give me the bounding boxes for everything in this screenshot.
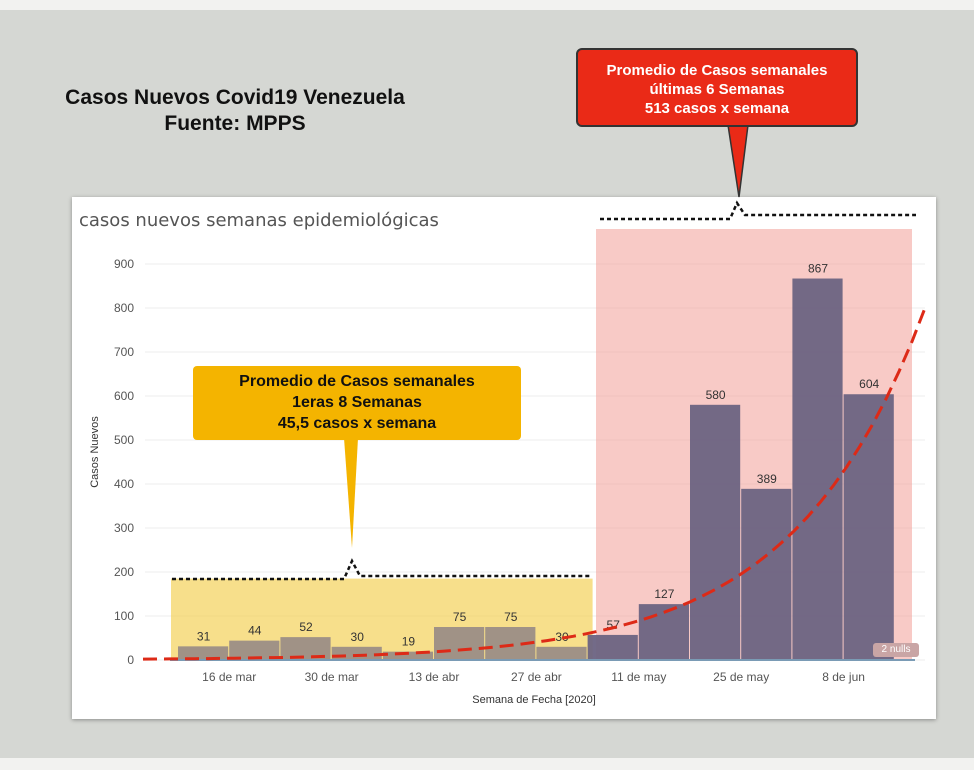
main-title-line1: Casos Nuevos Covid19 Venezuela <box>65 86 405 109</box>
bar <box>741 488 792 660</box>
bar-label: 19 <box>402 635 416 649</box>
x-tick-label: 25 de may <box>713 670 769 684</box>
callout-first-line3: 45,5 casos x semana <box>277 415 437 432</box>
x-tick-label: 11 de may <box>611 670 666 684</box>
bracket-last-weeks <box>600 200 916 221</box>
x-tick-label: 16 de mar <box>202 670 256 684</box>
y-tick-label: 600 <box>114 389 134 403</box>
x-axis-title: Semana de Fecha [2020] <box>472 694 596 706</box>
bar-label: 389 <box>757 472 777 486</box>
bar-label: 30 <box>351 630 365 644</box>
callout-last-line3: 513 casos x semana <box>644 100 790 117</box>
x-tick-label: 30 de mar <box>305 670 359 684</box>
bar <box>178 646 229 660</box>
y-tick-label: 200 <box>114 565 134 579</box>
bar <box>587 634 638 660</box>
bar-label: 44 <box>248 624 262 638</box>
bar <box>638 604 689 660</box>
bar <box>690 404 741 660</box>
bar <box>792 278 843 660</box>
bar <box>229 640 280 660</box>
callout-last-line1: Promedio de Casos semanales <box>606 62 828 79</box>
bar <box>434 627 485 660</box>
y-axis-title: Casos Nuevos <box>89 416 101 488</box>
y-tick-label: 500 <box>114 433 134 447</box>
callout-first-line2: 1eras 8 Semanas <box>292 394 422 411</box>
callout-last-weeks: Promedio de Casos semanales últimas 6 Se… <box>576 48 858 127</box>
callout-first-weeks: Promedio de Casos semanales 1eras 8 Sema… <box>193 366 521 440</box>
x-tick-label: 13 de abr <box>409 670 460 684</box>
y-tick-label: 0 <box>127 653 134 667</box>
y-tick-label: 800 <box>114 301 134 315</box>
bar <box>382 651 433 660</box>
bar <box>280 637 331 660</box>
bar-label: 75 <box>504 610 518 624</box>
bar-label: 580 <box>706 388 726 402</box>
y-tick-label: 300 <box>114 521 134 535</box>
bar-label: 31 <box>197 629 211 643</box>
bar-label: 127 <box>654 587 674 601</box>
bracket-first-weeks <box>172 558 592 581</box>
y-tick-label: 100 <box>114 609 134 623</box>
x-tick-label: 27 de abr <box>511 670 562 684</box>
nulls-badge[interactable]: 2 nulls <box>873 643 919 657</box>
callout-last-line2: últimas 6 Semanas <box>649 81 785 98</box>
x-tick-label: 8 de jun <box>822 670 865 684</box>
callout-last-pointer <box>727 124 749 198</box>
y-tick-label: 900 <box>114 257 134 271</box>
y-tick-label: 700 <box>114 345 134 359</box>
main-title-line2: Fuente: MPPS <box>164 112 306 135</box>
bar-label: 75 <box>453 610 467 624</box>
bar-label: 867 <box>808 262 828 276</box>
y-tick-label: 400 <box>114 477 134 491</box>
bar <box>843 394 894 660</box>
callout-first-line1: Promedio de Casos semanales <box>239 373 475 390</box>
bar-label: 604 <box>859 377 879 391</box>
trendline <box>142 307 927 661</box>
main-title: Casos Nuevos Covid19 Venezuela Fuente: M… <box>30 85 440 137</box>
chart-title: casos nuevos semanas epidemiológicas <box>79 210 439 231</box>
bar <box>536 646 587 660</box>
bar-label: 52 <box>299 620 313 634</box>
callout-first-pointer <box>344 438 358 548</box>
